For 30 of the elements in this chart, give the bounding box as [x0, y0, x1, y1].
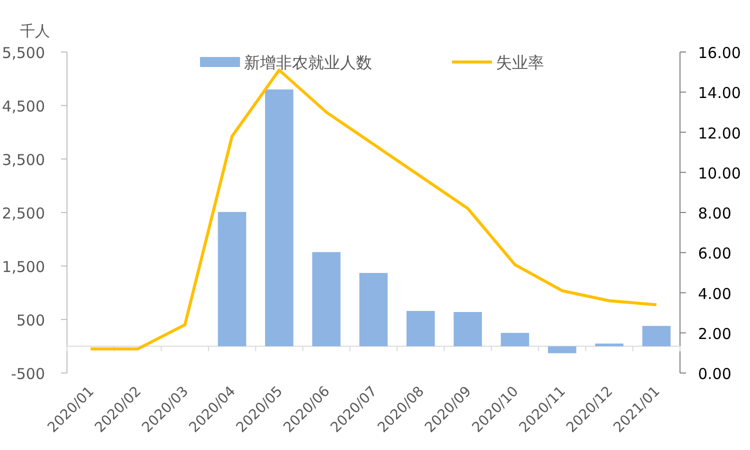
y-tick-label: 4,500: [2, 98, 45, 116]
y-axis-title: 千人: [20, 22, 50, 40]
y2-tick-label: 6.00: [698, 244, 732, 263]
legend-label: 新增非农就业人数: [244, 53, 372, 72]
y2-tick-label: 8.00: [698, 204, 732, 222]
legend-label: 失业率: [496, 53, 544, 72]
bar: [500, 332, 530, 346]
y-tick-label: -500: [10, 365, 45, 383]
y-tick-label: 3,500: [2, 151, 45, 169]
bar: [359, 272, 388, 346]
bar: [595, 344, 624, 346]
y-tick-label: 5,500: [2, 44, 45, 62]
bar: [218, 212, 246, 346]
y2-tick-label: 12.00: [698, 124, 741, 142]
y2-tick-label: 0.00: [698, 365, 732, 383]
bar: [548, 346, 576, 354]
y-tick-label: 500: [16, 312, 45, 330]
y2-tick-label: 14.00: [698, 84, 741, 102]
bar: [642, 326, 671, 346]
y-tick-label: 1,500: [2, 258, 45, 276]
bar: [265, 89, 294, 346]
y2-tick-label: 16.00: [698, 44, 741, 62]
y-tick-label: 2,500: [2, 204, 45, 222]
bar: [312, 252, 340, 346]
bar: [406, 310, 435, 346]
y2-tick-label: 10.00: [698, 164, 741, 182]
y2-tick-label: 2.00: [698, 324, 732, 343]
y2-tick-label: 4.00: [698, 284, 732, 303]
line-series: [89, 68, 658, 350]
bar: [454, 312, 482, 346]
